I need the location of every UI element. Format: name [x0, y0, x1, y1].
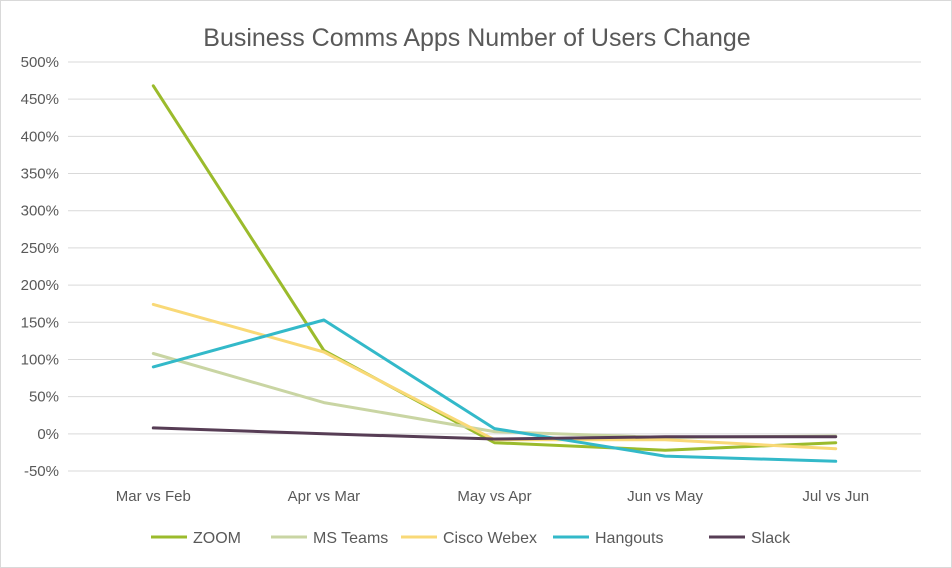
x-tick-label: Jul vs Jun	[802, 488, 869, 505]
y-tick-label: 150%	[21, 314, 59, 331]
y-tick-label: 450%	[21, 91, 59, 108]
legend-label-zoom: ZOOM	[193, 530, 241, 547]
x-tick-label: Mar vs Feb	[116, 488, 191, 505]
y-tick-label: 100%	[21, 351, 59, 368]
y-tick-label: 500%	[21, 54, 59, 71]
legend-label-cisco-webex: Cisco Webex	[443, 530, 537, 547]
y-tick-label: -50%	[24, 463, 59, 480]
series-line-slack	[151, 426, 838, 441]
legend-label-slack: Slack	[751, 530, 791, 547]
y-tick-label: 250%	[21, 240, 59, 257]
y-tick-label: 50%	[29, 389, 59, 406]
series-line-zoom	[151, 84, 838, 452]
legend-label-ms-teams: MS Teams	[313, 530, 388, 547]
series-line-hangouts	[151, 318, 838, 463]
y-tick-label: 300%	[21, 203, 59, 220]
series-lines	[151, 84, 838, 463]
y-tick-label: 200%	[21, 277, 59, 294]
x-axis-ticks: Mar vs Feb Apr vs Mar May vs Apr Jun vs May…	[116, 488, 869, 505]
y-tick-label: 350%	[21, 166, 59, 183]
chart-title: Business Comms Apps Number of Users Chan…	[203, 24, 750, 52]
y-axis-ticks: 500% 450% 400% 350% 300% 250% 200% 150% 100% 50% 0…	[21, 54, 59, 480]
x-tick-label: Jun vs May	[627, 488, 703, 505]
legend: ZOOM MS Teams Cisco Webex Hangouts Slack	[151, 530, 791, 547]
x-tick-label: May vs Apr	[457, 488, 531, 505]
series-line-ms-teams	[151, 352, 838, 439]
legend-label-hangouts: Hangouts	[595, 530, 664, 547]
y-tick-label: 0%	[37, 426, 59, 443]
x-tick-label: Apr vs Mar	[288, 488, 361, 505]
gridlines	[68, 61, 921, 472]
y-tick-label: 400%	[21, 128, 59, 145]
